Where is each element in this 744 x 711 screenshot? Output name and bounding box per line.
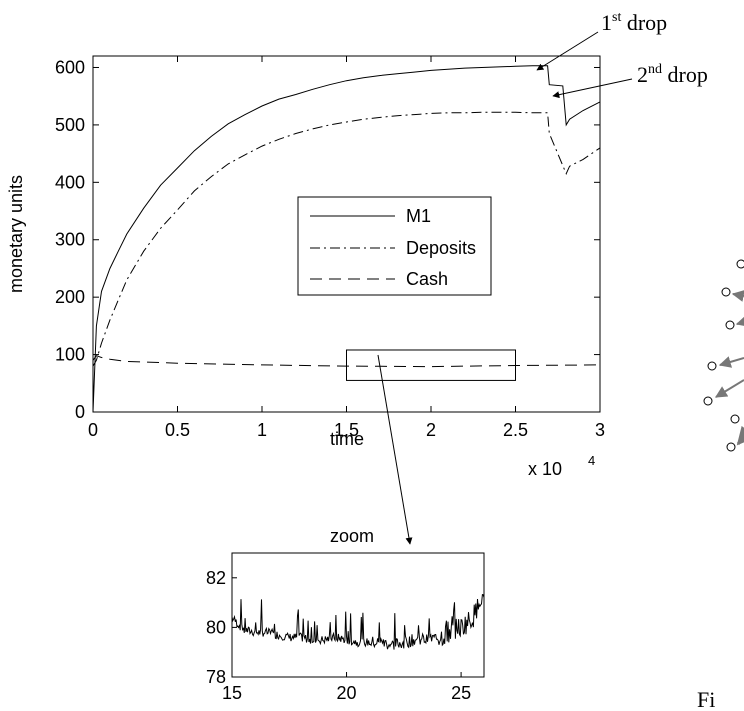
- y-tick-label: 300: [55, 230, 85, 250]
- network-edge: [714, 379, 744, 398]
- annotation-first-drop-number: 1: [601, 10, 612, 35]
- drop-annotations: 1st drop 2nd drop: [536, 10, 708, 99]
- network-edge: [736, 425, 744, 446]
- annotation-first-drop: 1st drop: [601, 10, 667, 35]
- y-axis-label: monetary units: [6, 175, 26, 293]
- x-tick-label: 1: [257, 420, 267, 440]
- network-fragment: Fi: [697, 259, 744, 711]
- network-node: [730, 414, 740, 424]
- zoom-title: zoom: [330, 526, 374, 546]
- zoom-y-tick-label: 80: [206, 617, 226, 637]
- series-line-deposits: [92, 111, 601, 367]
- network-node: [721, 287, 731, 297]
- y-tick-label: 500: [55, 115, 85, 135]
- network-node: [707, 361, 717, 371]
- main-y-ticks: 0 100 200 300 400 500 600: [55, 57, 600, 422]
- zoom-y-ticks: 78 80 82: [206, 568, 237, 687]
- network-node: [703, 396, 713, 406]
- legend-label-m1: M1: [406, 206, 431, 226]
- main-x-ticks: 0 0.5 1 1.5 2 2.5 3: [88, 56, 605, 440]
- annotation-second-drop: 2nd drop: [637, 62, 708, 87]
- zoom-region-box: [346, 349, 516, 381]
- legend: M1 Deposits Cash: [297, 196, 492, 296]
- annotation-second-drop-suffix: drop: [662, 62, 708, 87]
- y-tick-label: 600: [55, 57, 85, 77]
- y-tick-label: 0: [75, 402, 85, 422]
- y-tick-label: 200: [55, 287, 85, 307]
- network-node: [725, 320, 735, 330]
- zoom-series-group: [231, 593, 485, 650]
- main-series-group: [92, 65, 601, 413]
- main-chart: 0 100 200 300 400 500 600 0 0.5 1 1.5 2 2.5 3 moneta…: [6, 55, 605, 479]
- zoom-x-tick-label: 15: [222, 683, 242, 703]
- network-edge: [735, 315, 744, 327]
- annotation-first-drop-sup: st: [612, 10, 621, 25]
- annotation-second-drop-number: 2: [637, 62, 648, 87]
- legend-label-cash: Cash: [406, 269, 448, 289]
- x-tick-label: 0.5: [165, 420, 190, 440]
- x-tick-label: 2.5: [503, 420, 528, 440]
- x-tick-label: 1.5: [334, 420, 359, 440]
- x-multiplier-exponent: 4: [588, 453, 595, 468]
- annotation-first-drop-suffix: drop: [621, 10, 667, 35]
- zoom-x-tick-label: 20: [337, 683, 357, 703]
- zoom-y-tick-label: 82: [206, 568, 226, 588]
- series-line-cash: [92, 355, 601, 368]
- network-edge: [718, 356, 744, 368]
- network-edge: [731, 290, 744, 302]
- arrow-second-drop: [552, 78, 633, 99]
- x-tick-label: 0: [88, 420, 98, 440]
- x-multiplier-base: x 10: [528, 459, 562, 479]
- zoom-inset-chart: zoom 78 80 82 15 20 25: [206, 526, 485, 703]
- zoom-connector-arrow: [377, 354, 413, 545]
- legend-label-deposits: Deposits: [406, 238, 476, 258]
- zoom-y-tick-label: 78: [206, 667, 226, 687]
- x-tick-label: 2: [426, 420, 436, 440]
- arrow-first-drop: [536, 31, 599, 71]
- annotation-second-drop-sup: nd: [648, 62, 662, 77]
- zoom-x-ticks: 15 20 25: [222, 672, 471, 703]
- series-line-m1: [92, 65, 601, 413]
- network-node: [726, 442, 736, 452]
- network-node: [736, 259, 744, 269]
- x-tick-label: 3: [595, 420, 605, 440]
- x-multiplier: x 10 4: [528, 453, 595, 479]
- zoom-x-tick-label: 25: [451, 683, 471, 703]
- caption-fragment: Fi: [697, 687, 715, 711]
- zoom-plot-frame: [231, 552, 485, 678]
- x-axis-label: time: [330, 429, 364, 449]
- y-tick-label: 100: [55, 345, 85, 365]
- zoom-series-line: [231, 593, 485, 650]
- y-tick-label: 400: [55, 172, 85, 192]
